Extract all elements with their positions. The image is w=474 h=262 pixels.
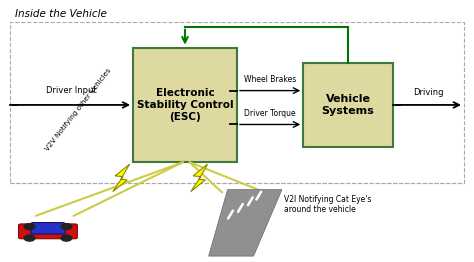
Polygon shape xyxy=(191,164,208,192)
Text: Driver Input: Driver Input xyxy=(46,85,97,95)
Text: Electronic
Stability Control
(ESC): Electronic Stability Control (ESC) xyxy=(137,88,233,122)
FancyBboxPatch shape xyxy=(18,224,77,239)
Bar xyxy=(133,48,237,162)
Text: Inside the Vehicle: Inside the Vehicle xyxy=(15,8,107,19)
Circle shape xyxy=(24,235,35,241)
FancyBboxPatch shape xyxy=(31,223,65,234)
Text: V2V Notifying other Vehicles: V2V Notifying other Vehicles xyxy=(45,67,113,152)
Text: Driving: Driving xyxy=(413,88,444,97)
Text: Driver Torque: Driver Torque xyxy=(244,109,296,118)
Bar xyxy=(10,21,464,183)
Polygon shape xyxy=(209,190,282,256)
Bar xyxy=(303,63,393,147)
Text: V2I Notifying Cat Eye's
around the vehicle: V2I Notifying Cat Eye's around the vehic… xyxy=(284,195,372,214)
Circle shape xyxy=(61,235,72,241)
Circle shape xyxy=(24,223,35,230)
Text: Vehicle
Systems: Vehicle Systems xyxy=(322,94,374,116)
Polygon shape xyxy=(113,164,129,192)
Circle shape xyxy=(61,223,72,230)
Text: Wheel Brakes: Wheel Brakes xyxy=(244,75,296,84)
